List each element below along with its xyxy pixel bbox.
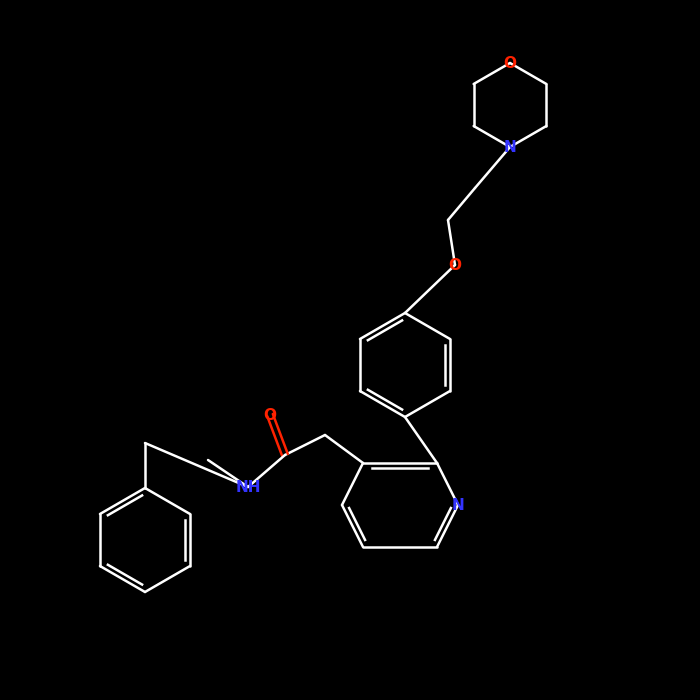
Text: O: O [503,55,517,71]
Text: O: O [263,407,276,423]
Text: N: N [452,498,464,512]
Text: O: O [449,258,461,272]
Text: N: N [503,139,517,155]
Text: NH: NH [235,480,260,494]
